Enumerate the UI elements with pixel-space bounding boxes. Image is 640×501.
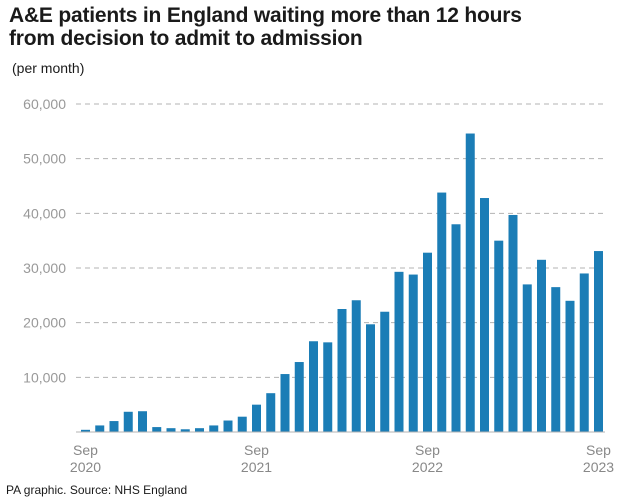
- y-tick-label: 40,000: [23, 205, 66, 221]
- bar: Oct 2021: 7100: [266, 393, 276, 432]
- y-tick-label: 20,000: [23, 315, 66, 331]
- bar: Feb 2023: 35000: [494, 240, 504, 432]
- chart-title: A&E patients in England waiting more tha…: [9, 4, 629, 50]
- bar: Sep 2021: 5000: [252, 404, 261, 432]
- bar: Dec 2022: 54600: [465, 133, 475, 432]
- x-tick-label: Sep 2021: [241, 442, 272, 475]
- bar: Jul 2023: 24000: [565, 300, 575, 432]
- bar: Jan 2021: 3800: [138, 411, 147, 432]
- bar: Apr 2022: 24100: [351, 300, 361, 432]
- chart-title-line-1: A&E patients in England waiting more tha…: [9, 4, 522, 27]
- bar: Mar 2021: 700: [166, 428, 176, 432]
- bar: Sep 2023: 33100: [594, 251, 603, 432]
- bar: May 2021: 700: [195, 428, 204, 432]
- source-note: PA graphic. Source: NHS England: [6, 483, 188, 497]
- bar: Dec 2021: 12800: [294, 362, 304, 432]
- bar: Mar 2022: 22500: [337, 309, 347, 432]
- bar: Aug 2022: 28800: [408, 274, 418, 432]
- bar: Jun 2022: 22000: [380, 311, 390, 432]
- bar: Jul 2021: 2100: [223, 420, 233, 432]
- y-tick-label: 10,000: [23, 369, 66, 385]
- bar: Nov 2021: 10600: [280, 374, 290, 432]
- bar-chart: 10,000 20,000 30,000 40,000 50,000 60,000 Sep …: [23, 96, 614, 475]
- bar: Jul 2022: 29300: [394, 271, 404, 432]
- bar: Feb 2022: 16400: [323, 342, 333, 432]
- bar: Mar 2023: 39700: [508, 214, 518, 432]
- y-tick-label: 50,000: [23, 151, 66, 167]
- chart-subtitle: (per month): [12, 60, 85, 76]
- bar: Dec 2020: 3700: [123, 411, 133, 432]
- bar: Sep 2020: 400: [81, 429, 90, 432]
- bar: Nov 2020: 2000: [109, 421, 119, 432]
- bar: Jun 2021: 1200: [209, 425, 219, 432]
- y-tick-label: 60,000: [23, 96, 66, 112]
- bar: Nov 2022: 38000: [451, 224, 461, 432]
- bar: Apr 2023: 27000: [522, 284, 532, 432]
- bar: Feb 2021: 900: [152, 427, 162, 432]
- bar: Apr 2021: 500: [180, 429, 190, 432]
- x-tick-label: Sep 2023: [583, 442, 614, 475]
- bar: Jan 2023: 42800: [480, 198, 489, 432]
- bar: Oct 2022: 43800: [437, 192, 447, 432]
- bar: Sep 2022: 32800: [423, 252, 432, 432]
- bar: Aug 2021: 2800: [237, 416, 247, 432]
- bar: Oct 2020: 1200: [95, 425, 105, 432]
- chart-title-line-2: from decision to admit to admission: [9, 27, 363, 50]
- x-tick-label: Sep 2022: [412, 442, 443, 475]
- bar: May 2022: 19700: [366, 324, 375, 432]
- bar: May 2023: 31500: [537, 259, 546, 432]
- bar: Jun 2023: 26500: [551, 287, 561, 432]
- x-tick-label: Sep 2020: [70, 442, 101, 475]
- bar: Aug 2023: 29000: [579, 273, 589, 432]
- y-tick-label: 30,000: [23, 260, 66, 276]
- bar: Jan 2022: 16600: [309, 341, 318, 432]
